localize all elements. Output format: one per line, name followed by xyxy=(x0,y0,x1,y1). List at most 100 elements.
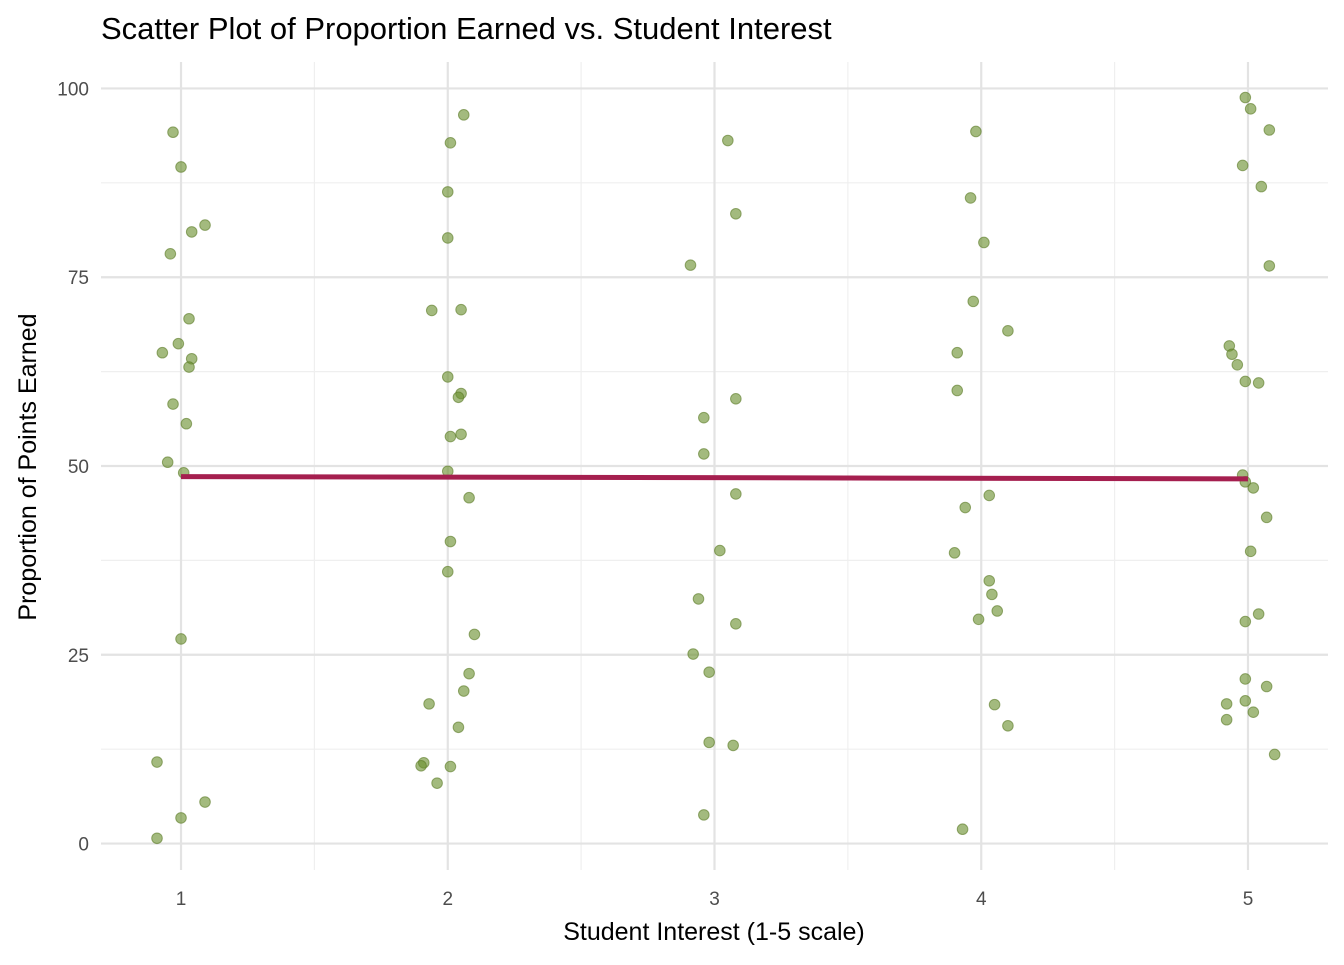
data-point xyxy=(199,796,211,808)
data-point xyxy=(164,248,177,260)
y-tick-label: 100 xyxy=(57,79,89,100)
data-point xyxy=(959,501,972,514)
data-point xyxy=(983,489,996,502)
data-point xyxy=(698,411,710,424)
y-tick-label: 50 xyxy=(68,457,89,478)
x-tick-label: 2 xyxy=(442,889,453,910)
data-point xyxy=(1255,180,1268,193)
data-point xyxy=(441,186,454,198)
data-point xyxy=(1260,680,1273,693)
data-point xyxy=(156,346,169,359)
data-point xyxy=(730,488,742,500)
data-point xyxy=(1252,377,1265,389)
data-point xyxy=(468,628,481,641)
data-point xyxy=(956,823,969,836)
data-point xyxy=(151,756,163,768)
data-point xyxy=(1220,698,1233,710)
data-point xyxy=(175,161,187,173)
data-point xyxy=(167,126,179,139)
data-point xyxy=(1226,348,1238,361)
data-point xyxy=(455,428,467,441)
data-point xyxy=(441,232,454,244)
data-point xyxy=(1263,124,1276,136)
data-point xyxy=(444,535,457,548)
data-point xyxy=(1244,545,1257,558)
data-point xyxy=(1231,359,1244,371)
data-point xyxy=(175,812,187,824)
data-point xyxy=(199,219,211,231)
data-point xyxy=(185,226,198,238)
data-point xyxy=(703,666,715,678)
data-point xyxy=(1268,748,1281,761)
data-point xyxy=(1260,511,1273,524)
data-point xyxy=(1002,325,1014,337)
trend-line xyxy=(181,474,1248,482)
data-point xyxy=(444,137,457,149)
data-point xyxy=(722,134,734,147)
data-point xyxy=(463,491,475,504)
points-layer xyxy=(151,91,1281,845)
data-point xyxy=(1002,719,1014,732)
x-tick-label: 4 xyxy=(976,889,987,910)
y-tick-label: 0 xyxy=(78,835,89,856)
data-point xyxy=(972,613,985,626)
data-point xyxy=(425,304,438,317)
x-tick-label: 3 xyxy=(709,889,720,910)
data-point xyxy=(687,648,699,660)
chart-title: Scatter Plot of Proportion Earned vs. St… xyxy=(101,11,832,46)
data-point xyxy=(714,544,726,557)
y-axis-title: Proportion of Points Earned xyxy=(14,313,42,620)
data-point xyxy=(703,736,715,749)
data-point xyxy=(167,398,179,410)
data-point xyxy=(698,809,710,821)
data-point xyxy=(444,430,457,443)
data-point xyxy=(1247,706,1260,718)
data-point xyxy=(1244,103,1257,115)
x-axis-title: Student Interest (1-5 scale) xyxy=(563,918,865,946)
y-tick-label: 25 xyxy=(68,646,89,667)
x-tick-label: 1 xyxy=(176,889,187,910)
data-point xyxy=(1263,260,1276,272)
data-point xyxy=(1239,673,1252,685)
data-point xyxy=(967,295,980,308)
data-point xyxy=(730,618,742,630)
data-point xyxy=(964,192,977,204)
data-point xyxy=(444,760,457,773)
data-point xyxy=(1252,608,1265,620)
data-point xyxy=(1247,482,1260,494)
data-point xyxy=(452,391,465,404)
x-tick-label: 5 xyxy=(1243,889,1254,910)
data-point xyxy=(415,759,427,772)
data-point xyxy=(1239,695,1252,707)
data-point xyxy=(730,392,742,405)
data-point xyxy=(441,565,454,578)
data-point xyxy=(452,721,465,734)
data-point xyxy=(161,456,174,469)
grid-layer xyxy=(101,62,1328,870)
data-point xyxy=(692,593,705,605)
data-point xyxy=(455,303,467,316)
data-point xyxy=(948,547,961,559)
data-point xyxy=(698,448,710,460)
data-point xyxy=(727,739,739,752)
data-point xyxy=(1220,713,1233,726)
data-point xyxy=(457,109,470,121)
data-point xyxy=(730,207,742,220)
data-point xyxy=(441,371,454,383)
data-point xyxy=(463,667,475,680)
data-point xyxy=(1239,375,1252,388)
data-point xyxy=(431,777,443,789)
data-point xyxy=(970,125,982,138)
data-point xyxy=(175,633,187,645)
data-point xyxy=(951,384,964,397)
trend-layer xyxy=(181,474,1248,482)
data-point xyxy=(986,588,998,601)
data-point xyxy=(172,337,185,350)
data-point xyxy=(457,685,470,697)
data-point xyxy=(978,236,990,249)
y-tick-label: 75 xyxy=(68,268,89,289)
data-point xyxy=(180,417,193,430)
